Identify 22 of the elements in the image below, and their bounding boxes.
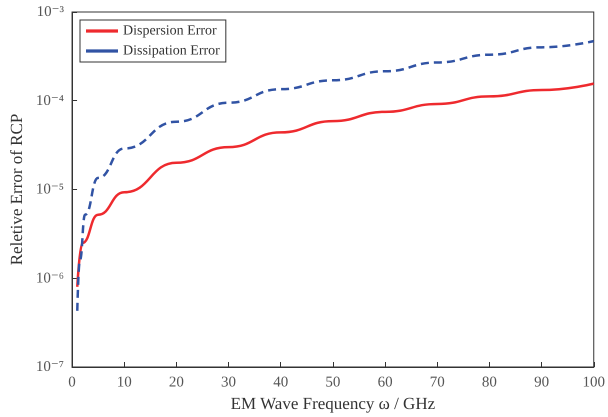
x-tick-label: 10 <box>116 374 132 390</box>
legend-label: Dispersion Error <box>123 24 218 38</box>
x-tick-label: 70 <box>430 374 445 390</box>
x-tick-label: 20 <box>168 374 184 390</box>
x-tick-label: 50 <box>325 374 340 390</box>
x-tick-label: 40 <box>273 374 288 390</box>
x-tick-label: 0 <box>68 374 76 390</box>
y-tick-label: 10⁻⁷ <box>36 359 64 375</box>
x-tick-label: 90 <box>534 374 550 390</box>
y-axis-title: Reletive Error of RCP <box>7 114 26 266</box>
x-tick-label: 100 <box>582 374 605 390</box>
y-tick-label: 10⁻⁵ <box>36 182 64 198</box>
x-tick-label: 80 <box>482 374 497 390</box>
y-tick-label: 10⁻⁶ <box>36 270 64 286</box>
x-axis-title: EM Wave Frequency ω / GHz <box>230 394 436 413</box>
x-tick-label: 60 <box>378 374 393 390</box>
legend-label: Dissipation Error <box>123 44 220 58</box>
line-series <box>76 82 595 288</box>
x-tick-label: 30 <box>221 374 236 390</box>
y-tick-label: 10⁻³ <box>36 4 65 20</box>
line-series <box>76 40 595 312</box>
y-tick-label: 10⁻⁴ <box>36 92 64 109</box>
